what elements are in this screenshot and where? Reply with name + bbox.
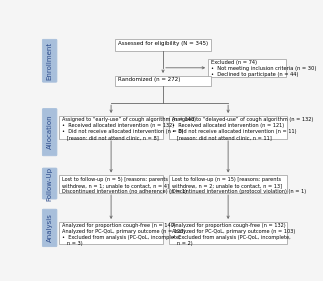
FancyBboxPatch shape (42, 168, 57, 199)
Text: Assessed for eligibility (N = 345): Assessed for eligibility (N = 345) (119, 41, 209, 46)
FancyBboxPatch shape (42, 209, 57, 247)
FancyBboxPatch shape (116, 76, 211, 86)
Text: Allocation: Allocation (47, 115, 53, 149)
FancyBboxPatch shape (208, 59, 286, 77)
FancyBboxPatch shape (169, 222, 287, 244)
FancyBboxPatch shape (42, 39, 57, 82)
Text: Lost to follow-up (n = 5) [reasons: parents
withdrew, n = 1; unable to contact, : Lost to follow-up (n = 5) [reasons: pare… (62, 177, 187, 194)
FancyBboxPatch shape (116, 39, 211, 51)
Text: Analyzed for proportion cough-free (n = 132)
Analyzed for PC-QoL, primary outcom: Analyzed for proportion cough-free (n = … (172, 223, 296, 246)
FancyBboxPatch shape (169, 116, 287, 139)
FancyBboxPatch shape (42, 108, 57, 156)
FancyBboxPatch shape (169, 175, 287, 193)
Text: Lost to follow-up (n = 15) [reasons: parents
withdrew, n = 2; unable to contact,: Lost to follow-up (n = 15) [reasons: par… (172, 177, 307, 194)
Text: Follow-Up: Follow-Up (47, 167, 53, 201)
Text: Excluded (n = 74)
•  Not meeting inclusion criteria (n = 30)
•  Declined to part: Excluded (n = 74) • Not meeting inclusio… (211, 60, 317, 77)
Text: Assigned to “delayed-use” of cough algorithm (n = 132)
•  Received allocated int: Assigned to “delayed-use” of cough algor… (172, 117, 314, 140)
Text: Analyzed for proportion cough-free (n = 140)
Analyzed for PC-QoL, primary outcom: Analyzed for proportion cough-free (n = … (62, 223, 185, 246)
FancyBboxPatch shape (59, 222, 163, 244)
Text: Analysis: Analysis (47, 214, 53, 242)
FancyBboxPatch shape (59, 116, 163, 139)
FancyBboxPatch shape (59, 175, 163, 193)
Text: Enrollment: Enrollment (47, 42, 53, 80)
Text: Randomized (n = 272): Randomized (n = 272) (119, 78, 181, 82)
Text: Assigned to “early-use” of cough algorithm (n = 140)
•  Received allocated inter: Assigned to “early-use” of cough algorit… (62, 117, 196, 140)
